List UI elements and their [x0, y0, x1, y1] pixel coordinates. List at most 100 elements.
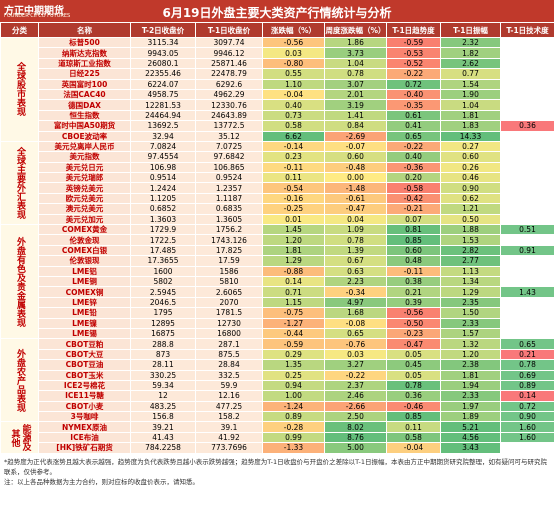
- value-cell: -0.08: [324, 317, 387, 329]
- value-cell: 1.97: [440, 400, 501, 413]
- value-cell: 0.40: [262, 99, 325, 111]
- value-cell: 1.04: [440, 99, 501, 111]
- value-cell: 1.94: [440, 379, 501, 392]
- asset-name: LME锌: [38, 296, 131, 309]
- value-cell: -1.33: [262, 442, 325, 454]
- table-row: 能源及其他 NYMEX原油 39.21 39.1 -0.28 8.02 0.11 5.21 1.…: [0, 421, 554, 454]
- value-cell: 1.35: [262, 359, 325, 371]
- value-cell: 1600: [130, 265, 196, 278]
- value-cell: 1.3605: [195, 213, 263, 226]
- value-cell: 0.94: [262, 379, 325, 392]
- value-cell: 1.60: [500, 431, 554, 444]
- value-cell: 14.33: [440, 130, 501, 142]
- column-header: T-1日趋势度: [386, 22, 441, 38]
- asset-name: COMEX黄金: [38, 224, 131, 236]
- value-cell: 784.2258: [130, 442, 196, 454]
- value-cell: [500, 265, 554, 278]
- value-cell: -0.22: [324, 369, 387, 381]
- value-cell: 0.14: [500, 390, 554, 402]
- column-header: T-1日收盘价: [195, 22, 263, 38]
- value-cell: 8.76: [324, 431, 387, 444]
- value-cell: [500, 36, 554, 49]
- value-cell: [500, 192, 554, 205]
- value-cell: 0.58: [262, 120, 325, 132]
- value-cell: 17.59: [195, 255, 263, 267]
- value-cell: -0.16: [262, 192, 325, 205]
- value-cell: 0.78: [324, 234, 387, 246]
- value-cell: 0.65: [324, 327, 387, 340]
- value-cell: -0.88: [262, 265, 325, 278]
- category-cell: 全球主要外汇表现: [0, 140, 39, 226]
- value-cell: 1.13: [440, 265, 501, 278]
- asset-name: LME镍: [38, 317, 131, 329]
- value-cell: -0.59: [386, 36, 441, 49]
- column-header: T-1日振幅: [440, 22, 501, 38]
- value-cell: -0.47: [324, 203, 387, 215]
- value-cell: 332.5: [195, 369, 263, 381]
- value-cell: 0.50: [440, 213, 501, 226]
- value-cell: 0.65: [500, 338, 554, 350]
- value-cell: 4.97: [324, 296, 387, 309]
- value-cell: 5810: [195, 275, 263, 288]
- value-cell: 0.45: [386, 359, 441, 371]
- table-row: 英镑兑美元 1.2424 1.2357 -0.54 -1.48 -0.58 0.90: [1, 182, 554, 194]
- value-cell: 0.72: [386, 78, 441, 90]
- value-cell: 2.62: [440, 57, 501, 70]
- value-cell: [500, 57, 554, 70]
- asset-name: 恒生指数: [38, 109, 131, 122]
- value-cell: 0.14: [262, 275, 325, 288]
- value-cell: -0.48: [324, 161, 387, 174]
- value-cell: 2.37: [324, 379, 387, 392]
- value-cell: 3.43: [440, 442, 501, 454]
- value-cell: 1.88: [440, 224, 501, 236]
- value-cell: 0.89: [262, 411, 325, 423]
- value-cell: 3.73: [324, 47, 387, 59]
- value-cell: 1.45: [262, 224, 325, 236]
- value-cell: 6292.6: [195, 78, 263, 90]
- value-cell: 0.85: [386, 234, 441, 246]
- asset-name: 伦敦金现: [38, 234, 131, 246]
- value-cell: 3115.34: [130, 36, 196, 49]
- value-cell: -0.40: [386, 88, 441, 101]
- value-cell: 0.81: [386, 224, 441, 236]
- value-cell: 13772.5: [195, 120, 263, 132]
- value-cell: 2.33: [440, 317, 501, 329]
- table-row: 美元兑加元 1.3603 1.3605 0.01 0.04 0.07 0.50: [1, 213, 554, 226]
- asset-name: COMEX白银: [38, 244, 131, 257]
- value-cell: 35.12: [195, 130, 263, 142]
- value-cell: 0.01: [262, 213, 325, 226]
- footnote: *趋势度为正代表涨势且越大表示越强，趋势度为负代表跌势且越小表示跌势越强；趋势度…: [4, 457, 547, 476]
- value-cell: 12281.53: [130, 99, 196, 111]
- value-cell: 9946.12: [195, 47, 263, 59]
- value-cell: [500, 213, 554, 226]
- value-cell: 17.485: [130, 244, 196, 257]
- table-row: 法国CAC40 4958.75 4962.29 -0.04 2.01 -0.40 1.90: [1, 88, 554, 101]
- value-cell: [500, 88, 554, 101]
- table-row: 欧元兑美元 1.1205 1.1187 -0.16 -0.61 -0.42 0.62: [1, 192, 554, 205]
- value-cell: 0.29: [262, 348, 325, 361]
- value-cell: 28.84: [195, 359, 263, 371]
- value-cell: 2.5945: [130, 286, 196, 298]
- value-cell: -0.34: [324, 286, 387, 298]
- value-cell: -0.53: [386, 47, 441, 59]
- value-cell: -1.24: [262, 400, 325, 413]
- value-cell: -0.28: [262, 421, 325, 433]
- value-cell: -0.14: [262, 140, 325, 153]
- value-cell: -1.27: [262, 317, 325, 329]
- asset-name: LME铅: [38, 307, 131, 319]
- table-row: LME镍 12895 12730 -1.27 -0.08 -0.50 2.33: [1, 317, 554, 329]
- value-cell: 2.32: [440, 36, 501, 49]
- value-cell: 0.71: [262, 286, 325, 298]
- value-cell: 0.03: [262, 47, 325, 59]
- asset-name: 欧元兑美元: [38, 192, 131, 205]
- value-cell: 0.46: [440, 172, 501, 184]
- value-cell: 3097.74: [195, 36, 263, 49]
- value-cell: 0.63: [324, 265, 387, 278]
- asset-name: 标普500: [38, 36, 131, 49]
- table-row: [HK]铁矿石期货 784.2258 773.7696 -1.33 5.00 -0.04 3…: [1, 442, 554, 454]
- value-cell: 1781.5: [195, 307, 263, 319]
- asset-name: CBOT小麦: [38, 400, 131, 413]
- value-cell: 0.51: [500, 224, 554, 236]
- asset-name: CBOE波动率: [38, 130, 131, 142]
- value-cell: 1.57: [440, 327, 501, 340]
